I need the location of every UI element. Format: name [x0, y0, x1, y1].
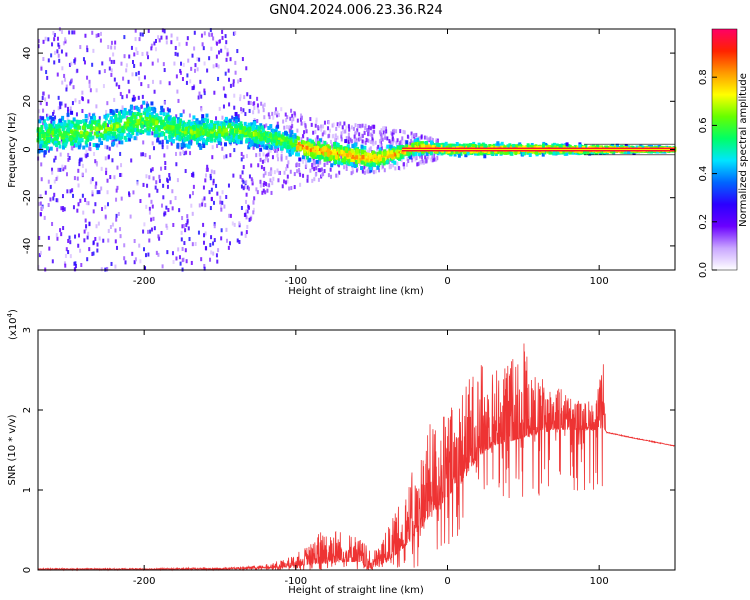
snr-panel: -200 -100 0 100 0 1 2 3 Height of straight lin… — [6, 309, 676, 596]
colorbar-tick-label: 0.4 — [698, 166, 709, 182]
spectrogram-x-tick-label: -200 — [133, 276, 156, 287]
snr-y-tick-label: 2 — [22, 407, 33, 413]
spectrogram-x-label: Height of straight line (km) — [288, 286, 424, 297]
colorbar-tick-label: 0.2 — [698, 214, 709, 230]
spectrogram-x-ticks: -200 -100 0 100 — [133, 29, 609, 287]
figure-title: GN04.2024.006.23.36.R24 — [269, 3, 443, 18]
snr-x-tick-label: 100 — [590, 576, 609, 587]
snr-series-line — [37, 343, 676, 572]
colorbar: 0.0 0.2 0.4 0.6 0.8 Normalized spectral ampl… — [698, 28, 749, 278]
spectrogram-y-tick-label: 0 — [22, 146, 33, 152]
spectrogram-x-tick-label: 0 — [444, 276, 450, 287]
colorbar-frame — [711, 28, 738, 271]
colorbar-tick-label: 0.0 — [698, 262, 709, 278]
snr-y-multiplier: (x104) — [6, 309, 19, 340]
spectrogram-x-tick-label: -100 — [284, 276, 307, 287]
snr-y-tick-label: 0 — [22, 567, 33, 573]
snr-series-path — [37, 343, 676, 572]
spectrogram-pixels — [36, 27, 677, 272]
colorbar-label: Normalized spectral amplitude — [738, 73, 749, 227]
snr-frame — [37, 329, 676, 571]
spectrogram-y-tick-label: -20 — [22, 190, 33, 206]
colorbar-tick-label: 0.6 — [698, 117, 709, 133]
colorbar-tick-label: 0.8 — [698, 69, 709, 85]
spectrogram-y-ticks: -40 -20 0 20 40 — [22, 47, 675, 254]
snr-y-label: SNR (10 * v/v) — [7, 414, 18, 485]
spectrogram-x-tick-label: 100 — [590, 276, 609, 287]
snr-multiplier-base: (x10 — [8, 317, 19, 340]
spectrogram-y-label: Frequency (Hz) — [7, 112, 18, 188]
snr-x-ticks: -200 -100 0 100 — [133, 330, 609, 587]
spectrogram-y-tick-label: -40 — [22, 238, 33, 254]
snr-y-ticks: 0 1 2 3 — [22, 327, 675, 573]
snr-x-tick-label: -100 — [284, 576, 307, 587]
snr-x-tick-label: 0 — [444, 576, 450, 587]
snr-multiplier-close: ) — [8, 309, 19, 313]
snr-y-tick-label: 1 — [22, 487, 33, 493]
snr-multiplier-exp: 4 — [6, 312, 14, 317]
snr-x-tick-label: -200 — [133, 576, 156, 587]
colorbar-gradient — [712, 29, 737, 270]
colorbar-ticks: 0.0 0.2 0.4 0.6 0.8 — [698, 69, 717, 278]
snr-y-tick-label: 3 — [22, 327, 33, 333]
snr-x-label: Height of straight line (km) — [288, 585, 424, 596]
spectrogram-y-tick-label: 20 — [22, 95, 33, 108]
spectrogram-y-tick-label: 40 — [22, 47, 33, 60]
